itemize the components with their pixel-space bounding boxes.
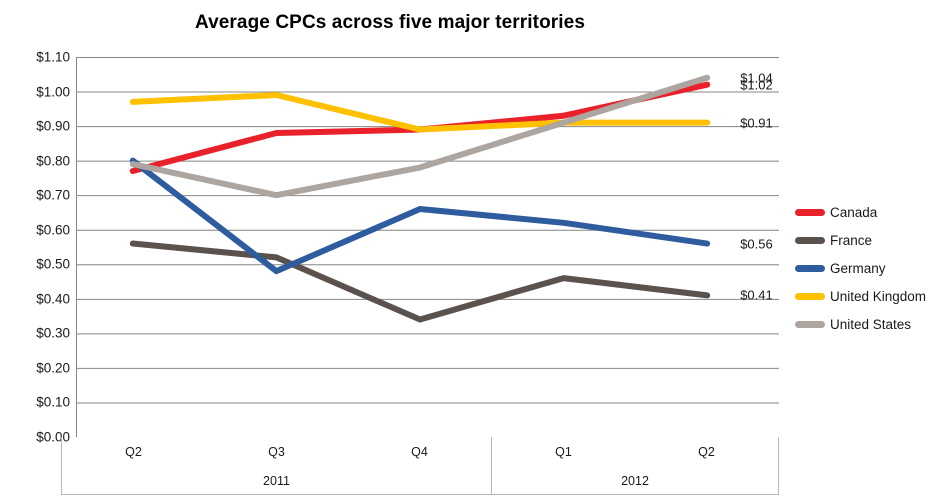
x-axis-quarter-row: Q2 Q3 Q4 Q1 Q2 (62, 437, 778, 466)
series-line-germany (129, 157, 711, 275)
y-axis-tick-label: $0.20 (36, 360, 70, 376)
plot-area (76, 57, 779, 437)
y-axis-labels: $1.10 $1.00 $0.90 $0.80 $0.70 $0.60 $0.50 $0.40… (0, 50, 70, 445)
legend-swatch-icon (795, 292, 825, 300)
series-line-france (129, 240, 711, 323)
y-axis-tick-label: $0.90 (36, 118, 70, 134)
legend-item-label: United Kingdom (830, 288, 927, 304)
y-axis-tick-label: $0.10 (36, 394, 70, 410)
x-axis-category-label: Q2 (125, 444, 142, 459)
x-axis-category-label: Q3 (268, 444, 285, 459)
legend-item-label: United States (830, 316, 912, 332)
y-axis-tick-label: $0.40 (36, 291, 70, 307)
y-axis-tick-label: $0.70 (36, 187, 70, 203)
y-axis-tick-label: $1.00 (36, 84, 70, 100)
legend-swatch-icon (795, 208, 825, 216)
legend-item-france[interactable]: France (795, 226, 940, 254)
legend-item-label: France (830, 232, 873, 248)
legend-item-united-states[interactable]: United States (795, 310, 940, 338)
legend-swatch-icon (795, 236, 825, 244)
y-axis-tick-label: $0.60 (36, 222, 70, 238)
series-line-united-states (129, 74, 711, 199)
data-label-united-kingdom: $0.91 (740, 115, 773, 131)
legend-item-label: Canada (830, 204, 878, 220)
data-label-france: $0.41 (740, 287, 773, 303)
legend-item-canada[interactable]: Canada (795, 198, 940, 226)
y-axis-tick-label: $1.10 (36, 49, 70, 65)
x-axis-year-row: 2011 2012 (62, 466, 778, 495)
legend-item-label: Germany (830, 260, 886, 276)
series-line-united-kingdom (129, 92, 711, 133)
legend-item-united-kingdom[interactable]: United Kingdom (795, 282, 940, 310)
data-label-canada: $1.02 (740, 77, 773, 93)
x-axis-category-label: Q2 (698, 444, 715, 459)
x-axis-category-label: Q4 (348, 437, 492, 466)
line-chart-svg (76, 57, 779, 437)
x-axis: Q2 Q3 Q4 Q1 Q2 2011 2012 (61, 437, 779, 495)
x-axis-category-label: Q1 (555, 444, 572, 459)
x-axis-group-label: 2012 (621, 473, 649, 488)
page-title: Average CPCs across five major territori… (194, 12, 585, 33)
gridlines (76, 57, 779, 437)
legend-swatch-icon (795, 264, 825, 272)
y-axis-tick-label: $0.50 (36, 256, 70, 272)
y-axis-tick-label: $0.80 (36, 153, 70, 169)
series-lines (129, 74, 711, 323)
x-axis-group-label: 2011 (62, 466, 492, 495)
data-label-united-states: $1.04 (740, 70, 773, 86)
legend-item-germany[interactable]: Germany (795, 254, 940, 282)
legend: Canada France Germany United Kingdom United … (795, 198, 940, 338)
y-axis-tick-label: $0.30 (36, 325, 70, 341)
data-label-germany: $0.56 (740, 236, 773, 252)
legend-swatch-icon (795, 320, 825, 328)
